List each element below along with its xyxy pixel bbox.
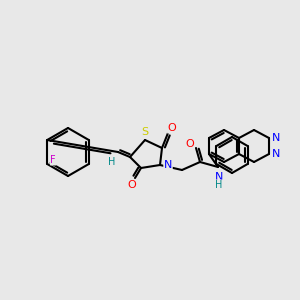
- Text: S: S: [141, 127, 148, 137]
- Text: N: N: [215, 172, 223, 182]
- Text: H: H: [215, 180, 223, 190]
- Text: O: O: [186, 139, 194, 149]
- Text: N: N: [272, 133, 280, 143]
- Text: O: O: [168, 123, 176, 133]
- Text: N: N: [164, 160, 172, 170]
- Text: F: F: [50, 155, 56, 165]
- Text: O: O: [128, 180, 136, 190]
- Text: H: H: [108, 157, 116, 167]
- Text: N: N: [272, 149, 280, 159]
